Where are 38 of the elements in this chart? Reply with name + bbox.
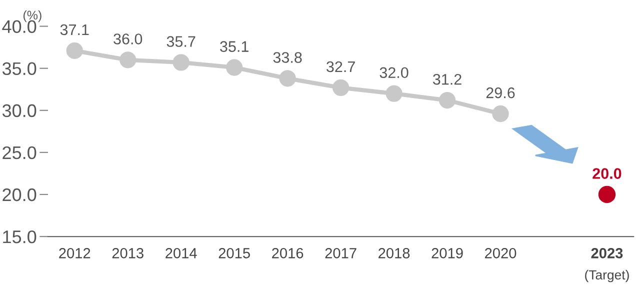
x-tick-label: 2013 xyxy=(112,248,144,258)
point xyxy=(438,92,456,109)
data-label: 33.8 xyxy=(273,52,302,63)
data-label: 20.0 xyxy=(592,168,622,179)
y-tick-label: 35.0 xyxy=(2,62,36,76)
data-label: 32.0 xyxy=(380,67,408,78)
point xyxy=(332,79,350,96)
data-label: 35.7 xyxy=(166,36,196,47)
y-tick-label: 30.0 xyxy=(2,104,36,118)
point xyxy=(172,54,190,71)
point xyxy=(598,186,616,204)
x-tick-label: 2019 xyxy=(432,248,463,258)
point xyxy=(226,59,243,76)
x-tick-label: 2015 xyxy=(218,248,250,258)
y-tick-label: 20.0 xyxy=(2,188,36,202)
y-tick-label: 40.0 xyxy=(2,20,36,33)
point xyxy=(279,70,296,87)
x-tick-label: 2014 xyxy=(166,248,197,258)
x-tick-label: 2023 xyxy=(591,248,623,258)
point xyxy=(492,105,509,122)
point xyxy=(120,52,136,68)
y-tick-label: 25.0 xyxy=(2,146,36,160)
x-tick-label: 2020 xyxy=(485,248,516,258)
y-axis-title: (%) xyxy=(23,10,42,22)
data-label: 31.2 xyxy=(432,74,462,85)
data-label: 35.1 xyxy=(220,41,248,52)
x-tick-label: 2012 xyxy=(59,248,90,258)
x-tick-label: 2017 xyxy=(325,248,356,258)
data-label: 37.1 xyxy=(60,24,89,36)
data-label: 36.0 xyxy=(114,34,142,44)
text: (Target) xyxy=(585,270,629,282)
point xyxy=(66,42,83,59)
data-label: 29.6 xyxy=(486,87,515,98)
x-tick-label: 2016 xyxy=(272,248,304,258)
data-label: 32.7 xyxy=(326,61,355,72)
y-tick-label: 15.0 xyxy=(3,230,36,244)
x-tick-label: 2018 xyxy=(378,248,410,258)
point xyxy=(386,85,402,102)
